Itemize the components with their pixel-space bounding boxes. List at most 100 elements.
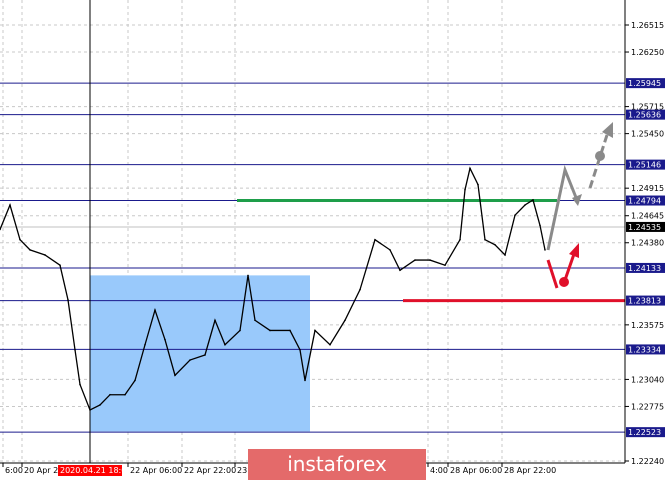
price-point [504,254,506,256]
price-point [99,404,101,406]
level-label-bg [626,78,665,89]
x-tick-label: 28 Apr 22:00 [504,466,556,475]
price-point [429,259,431,261]
price-point [134,379,136,382]
price-point [214,319,216,322]
gray-arrowhead-icon [602,122,613,138]
price-point [314,329,316,332]
range-box [90,275,310,432]
price-point [89,409,91,411]
red-forecast-arrow [563,253,576,281]
level-label-bg [626,195,665,206]
level-label-bg [626,109,665,120]
gray-forecast-arrow [588,134,609,189]
y-tick-label: 1.26250 [631,48,664,57]
red-dot [559,277,569,287]
price-point [494,243,496,246]
gray-dot [595,151,605,161]
gray-forecast-path [546,164,579,251]
price-point [67,299,69,301]
level-label-bg [626,262,665,273]
price-point [299,349,301,351]
price-point [109,393,111,396]
level-label: 1.24794 [628,197,661,206]
price-point [29,249,31,251]
x-tick-label: 22 Apr 06:00 [130,466,182,475]
price-point [164,338,166,341]
x-tick-label: 6:00 [5,466,23,475]
price-point [304,379,306,382]
price-point [59,264,61,266]
y-tick-label: 1.25450 [631,130,664,139]
level-label-bg [626,159,665,170]
price-point [389,249,391,251]
level-label-bg [626,344,665,355]
crosshair-label: 2020.04.21 18:00 [60,466,131,475]
level-label: 1.23334 [628,345,661,354]
y-tick-label: 1.26515 [631,21,664,30]
y-tick-label: 1.24915 [631,184,664,193]
crosshair-label-bg [58,465,122,476]
watermark-text: instaforex [287,452,387,476]
price-point [464,188,466,191]
price-point [247,274,249,277]
current-price-bg [626,221,665,232]
price-point [0,228,1,231]
level-label: 1.22523 [628,428,661,437]
x-tick-label: 23 [237,466,247,475]
level-label: 1.25945 [628,79,661,88]
level-label: 1.25636 [628,111,661,120]
price-point [269,329,271,332]
x-tick-label: 20 Apr 22 [24,466,63,475]
level-label: 1.23813 [628,297,661,306]
price-point [79,383,81,386]
red-forecast-path [546,259,559,289]
price-point [19,238,21,241]
price-point [189,359,191,361]
level-label-bg [626,427,665,438]
y-tick-label: 1.23575 [631,321,664,330]
price-point [329,343,331,346]
price-point [154,309,156,311]
price-point [444,264,446,266]
price-point [539,224,541,227]
current-price-label: 1.24535 [628,223,661,232]
price-point [124,393,126,396]
x-tick-label: 28 Apr 06:00 [450,466,502,475]
price-point [459,238,461,241]
price-point [399,269,401,272]
red-arrowhead-icon [569,243,579,258]
x-tick-label: 22 Apr 22:00 [184,466,236,475]
y-tick-label: 1.23040 [631,375,664,384]
price-point [514,214,516,217]
level-label: 1.25146 [628,161,661,170]
price-point [174,374,176,377]
price-point [374,238,376,241]
price-point [414,259,416,261]
price-point [524,204,526,206]
price-point [344,319,346,322]
price-point [469,167,471,170]
price-point [289,329,291,332]
price-point [204,354,206,356]
price-point [239,329,241,332]
price-point [144,343,146,346]
price-point [484,238,486,241]
price-point [74,349,76,351]
price-point [9,204,11,206]
x-tick-label: 4:00 [430,466,448,475]
y-tick-label: 1.25715 [631,103,664,112]
level-label-bg [626,295,665,306]
price-point [544,249,546,251]
gray-arrowhead-icon [572,194,582,206]
y-tick-label: 1.22240 [631,457,664,466]
y-tick-label: 1.24380 [631,239,664,248]
price-point [254,319,256,322]
price-point [477,183,479,186]
price-point [44,254,46,256]
price-point [224,343,226,346]
price-point [532,199,534,201]
y-tick-label: 1.22775 [631,402,664,411]
